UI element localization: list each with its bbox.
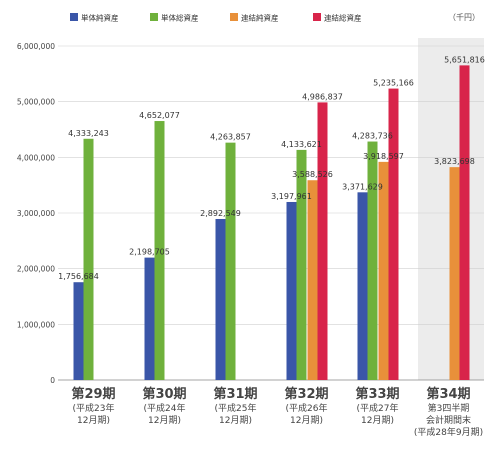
legend-swatch [313, 13, 321, 21]
data-label: 5,651,816 [444, 55, 485, 64]
y-tick-label: 4,000,000 [17, 153, 55, 162]
bar-4-4 [317, 102, 328, 380]
category-sublabel: 12月期) [77, 415, 110, 426]
bar-4-5 [388, 88, 399, 381]
category-sublabel: (平成24年 [144, 402, 186, 414]
data-label: 2,892,549 [200, 209, 241, 218]
bar-1-1 [73, 282, 84, 380]
category-label: 第34期 [426, 386, 470, 402]
bar-4-6 [459, 65, 470, 381]
category-sublabel: (平成26年 [286, 402, 328, 414]
data-label: 3,371,629 [342, 182, 383, 191]
data-label: 4,263,857 [210, 133, 251, 142]
bar-1-3 [215, 218, 226, 380]
category-label: 第32期 [284, 386, 328, 402]
legend-swatch [70, 13, 78, 21]
legend: 単体純資産 単体総資産 連結純資産 連結総資産 [70, 13, 362, 23]
data-label: 4,986,837 [302, 92, 343, 101]
legend-label: 連結総資産 [324, 13, 362, 23]
bar-2-4 [296, 149, 307, 380]
legend-label: 単体総資産 [161, 13, 199, 23]
legend-swatch [230, 13, 238, 21]
category-sublabel: (平成27年 [357, 402, 399, 414]
legend-swatch [150, 13, 158, 21]
x-axis: 第29期(平成23年12月期)第30期(平成24年12月期)第31期(平成25年… [71, 386, 483, 438]
bar-2-3 [225, 142, 236, 380]
category-sublabel: 会計期間末 [426, 414, 471, 426]
y-tick-label: 1,000,000 [17, 320, 55, 329]
y-tick-label: 3,000,000 [17, 209, 55, 218]
data-label: 3,823,698 [434, 157, 475, 166]
data-label: 3,197,961 [271, 192, 312, 201]
bar-2-1 [83, 138, 94, 380]
category-sublabel: (平成25年 [215, 402, 257, 414]
legend-label: 単体純資産 [81, 13, 119, 23]
category-sublabel: 12月期) [290, 415, 323, 426]
data-label: 4,133,621 [281, 140, 322, 149]
unit-label: （千円） [448, 12, 480, 22]
y-tick-label: 2,000,000 [17, 265, 55, 274]
data-label: 5,235,166 [373, 79, 414, 88]
bar-1-2 [144, 257, 155, 380]
bars [73, 65, 470, 381]
data-label: 4,333,243 [68, 129, 109, 138]
category-label: 第29期 [71, 386, 115, 402]
category-sublabel: 12月期) [219, 415, 252, 426]
category-label: 第30期 [142, 386, 186, 402]
data-label: 4,652,077 [139, 111, 180, 120]
data-label: 4,283,736 [352, 132, 393, 141]
category-sublabel: (平成28年9月期) [414, 426, 483, 438]
category-sublabel: 第3四半期 [428, 402, 470, 414]
data-label: 3,588,526 [292, 170, 333, 179]
y-tick-label: 6,000,000 [17, 42, 55, 51]
category-label: 第33期 [355, 386, 399, 402]
bar-3-4 [307, 180, 318, 380]
bar-3-6 [449, 167, 460, 380]
bar-3-5 [378, 161, 389, 380]
bar-2-5 [367, 141, 378, 380]
category-sublabel: 12月期) [148, 415, 181, 426]
y-tick-label: 0 [50, 376, 55, 385]
category-sublabel: 12月期) [361, 415, 394, 426]
data-labels: 1,756,684 2,198,705 2,892,549 3,197,961 3,37… [58, 55, 485, 281]
data-label: 1,756,684 [58, 272, 99, 281]
y-tick-label: 5,000,000 [17, 98, 55, 107]
legend-label: 連結純資産 [241, 13, 279, 23]
y-axis: 0 1,000,000 2,000,000 3,000,000 4,000,000 5,0… [17, 42, 484, 385]
data-label: 3,918,597 [363, 152, 404, 161]
category-sublabel: (平成23年 [73, 402, 115, 414]
bar-1-4 [286, 201, 297, 380]
data-label: 2,198,705 [129, 248, 170, 257]
gridlines [58, 45, 484, 325]
bar-1-5 [357, 192, 368, 380]
category-label: 第31期 [213, 386, 257, 402]
bar-2-2 [154, 121, 165, 381]
